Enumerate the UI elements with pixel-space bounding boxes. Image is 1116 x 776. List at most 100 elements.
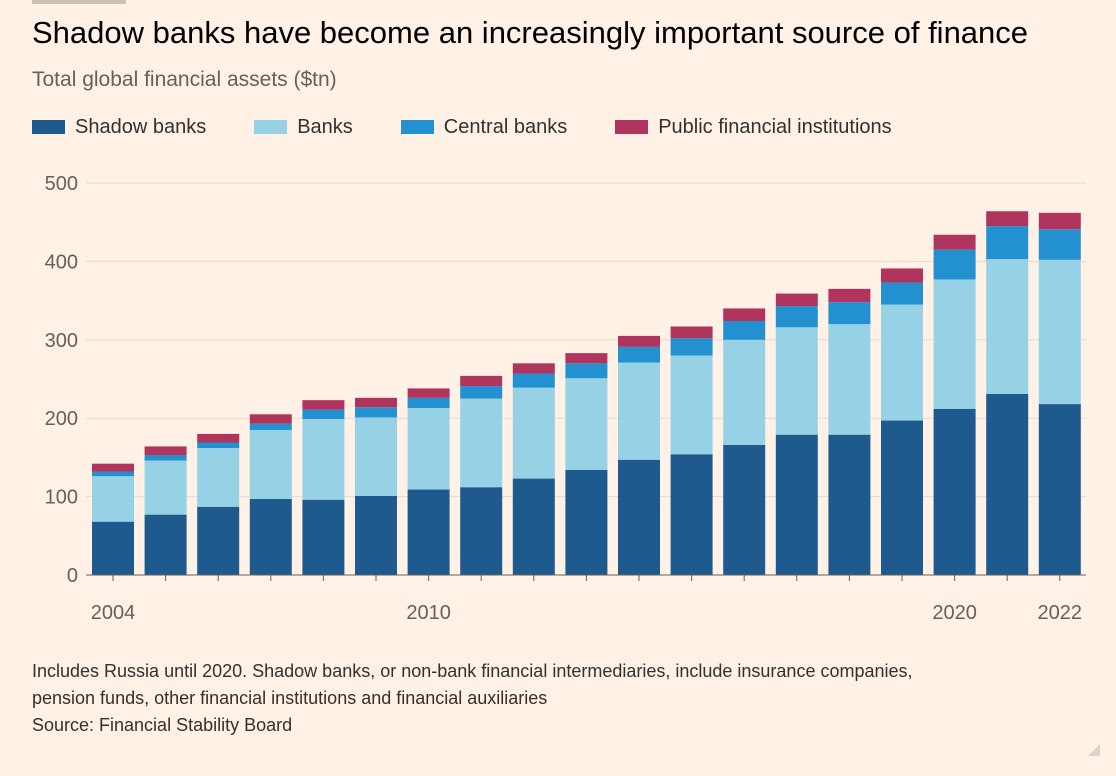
legend-label-central-banks: Central banks	[443, 115, 568, 138]
bar-public-financial-institutions-2006	[197, 433, 240, 443]
bar-shadow-banks-2022	[1038, 404, 1081, 575]
x-tick-label-2004: 2004	[91, 602, 136, 624]
bar-central-banks-2009	[355, 407, 397, 418]
legend-label-public-financial-institutions: Public financial institutions	[658, 115, 892, 138]
legend-label-shadow-banks: Shadow banks	[75, 115, 207, 138]
bar-central-banks-2006	[197, 442, 240, 448]
legend-item-shadow-banks: Shadow banks	[32, 116, 206, 139]
x-axis: 2004 2010 2020 2022	[86, 574, 1086, 624]
legend-swatch-central-banks	[400, 120, 434, 134]
legend-swatch-shadow-banks	[32, 120, 65, 134]
bar-shadow-banks-2012	[512, 478, 555, 575]
bar-central-banks-2020	[933, 249, 976, 280]
bar-central-banks-2016	[723, 320, 766, 340]
bar-public-financial-institutions-2016	[723, 308, 766, 321]
legend: Shadow banks Banks Central banks Public …	[32, 114, 940, 140]
y-axis-tick-labels: 0 100 200 300 400 500	[45, 173, 78, 587]
bar-public-financial-institutions-2018	[828, 288, 871, 303]
bar-shadow-banks-2006	[197, 506, 240, 575]
bar-central-banks-2010	[407, 397, 450, 409]
bar-public-financial-institutions-2022	[1038, 212, 1081, 230]
chart-title: Shadow banks have become an increasingly…	[32, 15, 1029, 50]
y-tick-label-100: 100	[45, 487, 78, 509]
bar-banks-2014	[618, 362, 660, 460]
bar-banks-2007	[249, 429, 292, 499]
y-tick-label-200: 200	[45, 408, 78, 430]
bar-shadow-banks-2013	[565, 469, 608, 575]
legend-item-public-financial-institutions: Public financial institutions	[615, 115, 892, 139]
x-tick-label-2010: 2010	[406, 602, 451, 624]
bar-public-financial-institutions-2012	[512, 363, 555, 374]
bar-shadow-banks-2009	[355, 495, 397, 575]
bars	[92, 211, 1081, 575]
bar-banks-2017	[775, 327, 818, 435]
bar-banks-2021	[986, 259, 1029, 394]
bar-central-banks-2013	[565, 363, 608, 379]
legend-item-banks: Banks	[254, 116, 353, 139]
bar-central-banks-2005	[144, 455, 187, 461]
bar-central-banks-2014	[618, 346, 660, 363]
bar-public-financial-institutions-2007	[249, 414, 292, 424]
bar-shadow-banks-2005	[144, 514, 187, 575]
bar-central-banks-2012	[512, 373, 555, 388]
bar-public-financial-institutions-2019	[881, 268, 923, 283]
bar-public-financial-institutions-2015	[670, 326, 713, 339]
bar-banks-2004	[92, 476, 134, 522]
legend-swatch-public-financial-institutions	[615, 120, 649, 134]
bar-public-financial-institutions-2011	[460, 375, 503, 387]
note-line-2: pension funds, other financial instituti…	[32, 688, 548, 708]
bar-central-banks-2007	[249, 423, 292, 430]
resize-corner-icon	[1088, 744, 1100, 756]
legend-swatch-banks	[254, 120, 288, 134]
bar-public-financial-institutions-2010	[407, 388, 450, 398]
bar-banks-2005	[144, 460, 187, 515]
bar-shadow-banks-2021	[986, 393, 1029, 575]
bar-shadow-banks-2008	[302, 499, 345, 575]
bar-public-financial-institutions-2013	[565, 353, 608, 364]
bar-banks-2009	[355, 417, 397, 496]
bar-shadow-banks-2014	[618, 459, 660, 575]
bar-banks-2020	[933, 279, 976, 409]
bar-shadow-banks-2016	[723, 444, 766, 575]
bar-public-financial-institutions-2021	[986, 211, 1029, 227]
legend-item-central-banks: Central banks	[400, 115, 568, 139]
y-tick-label-0: 0	[67, 565, 78, 587]
bar-shadow-banks-2007	[249, 498, 292, 575]
bar-central-banks-2021	[986, 226, 1029, 260]
bar-central-banks-2018	[828, 302, 871, 325]
bar-central-banks-2019	[881, 282, 923, 305]
bar-shadow-banks-2017	[775, 434, 818, 575]
source-line: Source: Financial Stability Board	[32, 715, 293, 735]
bar-shadow-banks-2011	[460, 487, 503, 575]
bar-shadow-banks-2020	[933, 408, 976, 575]
bar-shadow-banks-2019	[881, 420, 923, 575]
top-rule	[32, 0, 126, 4]
bar-public-financial-institutions-2009	[355, 397, 397, 408]
bar-banks-2010	[407, 408, 450, 490]
bar-public-financial-institutions-2008	[302, 400, 345, 410]
y-tick-label-400: 400	[45, 251, 78, 273]
bar-shadow-banks-2004	[92, 521, 134, 575]
bar-central-banks-2008	[302, 409, 345, 419]
bar-public-financial-institutions-2004	[92, 463, 134, 472]
legend-label-banks: Banks	[297, 115, 353, 138]
bar-banks-2011	[460, 398, 503, 488]
bar-central-banks-2017	[775, 306, 818, 328]
bar-shadow-banks-2010	[407, 489, 450, 575]
y-tick-label-500: 500	[45, 173, 78, 195]
bar-banks-2022	[1038, 259, 1081, 405]
bar-central-banks-2011	[460, 386, 503, 399]
bar-banks-2016	[723, 339, 766, 445]
chart-subtitle: Total global financial assets ($tn)	[32, 68, 337, 91]
bar-banks-2006	[197, 447, 240, 507]
bar-public-financial-institutions-2005	[144, 446, 187, 456]
bar-shadow-banks-2015	[670, 454, 713, 575]
bar-banks-2015	[670, 355, 713, 455]
x-tick-label-2022: 2022	[1038, 602, 1083, 624]
y-tick-label-300: 300	[45, 330, 78, 352]
bar-shadow-banks-2018	[828, 434, 871, 575]
bar-banks-2012	[512, 387, 555, 479]
note-line-1: Includes Russia until 2020. Shadow banks…	[32, 661, 913, 681]
bar-central-banks-2022	[1038, 229, 1081, 260]
